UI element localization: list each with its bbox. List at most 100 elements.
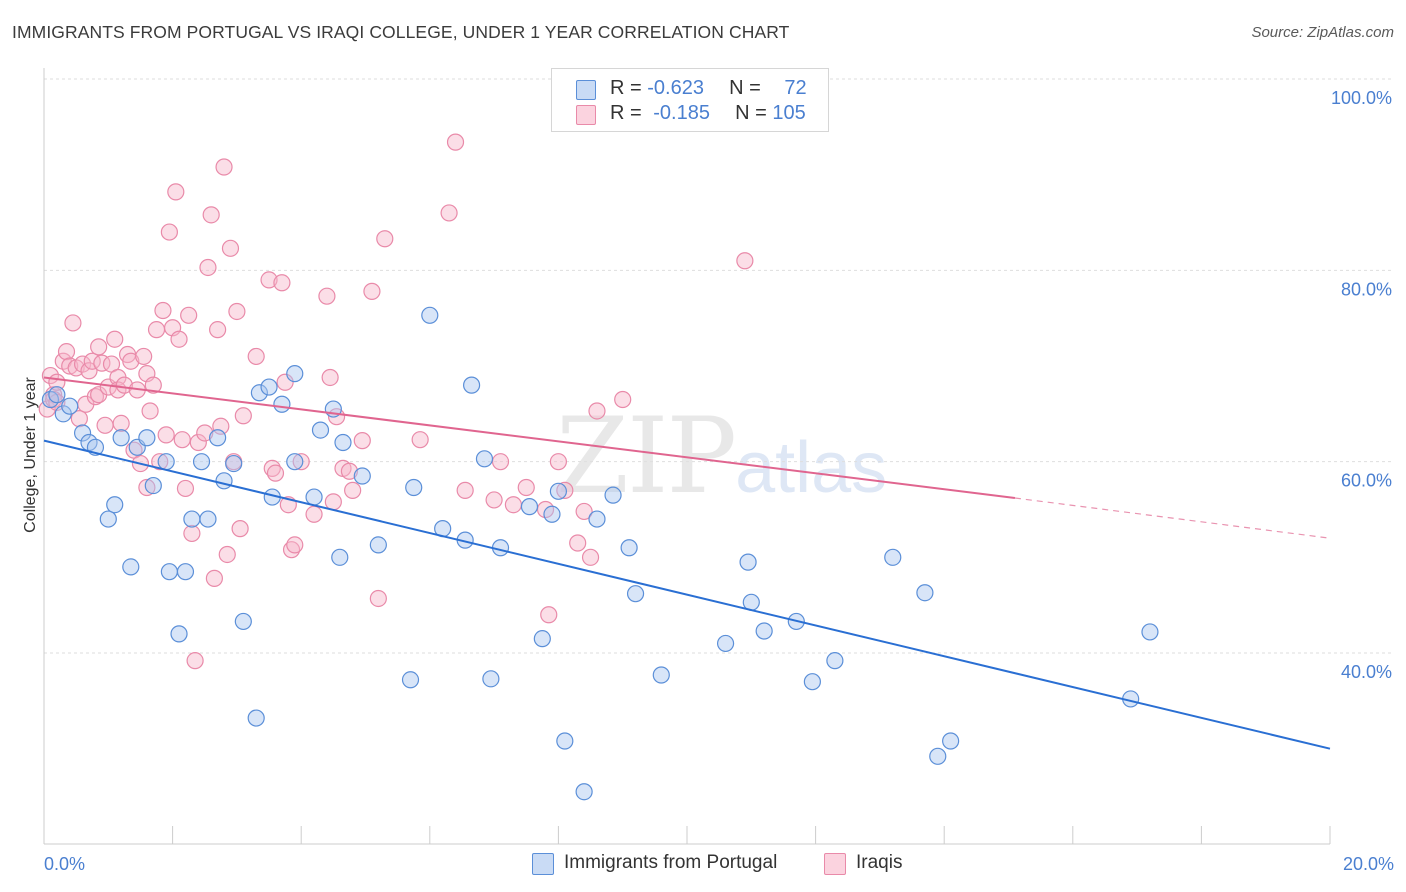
portugal-point <box>652 666 670 684</box>
iraqi-point <box>588 402 606 420</box>
bottom-legend-label-portugal: Immigrants from Portugal <box>564 852 778 873</box>
portugal-point <box>286 453 304 471</box>
iraqi-point <box>228 302 246 321</box>
iraqi-point <box>318 287 336 305</box>
portugal-point <box>48 386 66 404</box>
iraqi-point <box>575 502 593 521</box>
iraqi-point <box>266 464 285 482</box>
portugal-point <box>604 486 622 504</box>
legend-r-label: R = <box>610 77 648 99</box>
portugal-point <box>209 429 227 447</box>
iraqi-point <box>209 321 227 339</box>
portugal-point <box>286 365 304 383</box>
iraqi-point <box>199 258 217 277</box>
portugal-point <box>626 585 645 603</box>
iraqi-point <box>80 362 98 380</box>
iraqi-point <box>286 536 304 554</box>
portugal-point <box>575 783 593 801</box>
iraqi-point <box>440 204 458 222</box>
legend-swatch-portugal <box>576 80 596 100</box>
portugal-point <box>99 510 117 528</box>
iraqi-point <box>263 459 281 477</box>
iraqi-point <box>122 352 140 370</box>
iraqi-point <box>173 431 191 449</box>
portugal-point <box>73 424 92 442</box>
portugal-point <box>334 433 352 452</box>
iraqi-point <box>282 541 301 559</box>
iraqi-point <box>234 407 252 425</box>
portugal-point <box>1141 623 1159 641</box>
portugal-point <box>192 453 211 471</box>
iraqi-point <box>247 347 265 366</box>
iraqi-point <box>549 453 568 471</box>
iraqi-point <box>340 462 359 480</box>
portugal-point <box>620 539 638 557</box>
iraqi-point <box>569 534 587 552</box>
iraqi-point <box>170 330 188 348</box>
iraqi-point <box>106 330 124 348</box>
portugal-point <box>138 429 156 447</box>
y-tick-label: 40.0% <box>1341 662 1392 682</box>
iraqi-point <box>186 652 204 670</box>
portugal-point <box>405 478 423 497</box>
portugal-point <box>475 450 494 468</box>
trend-lines <box>43 376 1331 750</box>
portugal-point <box>331 548 349 566</box>
iraqi-point <box>135 347 153 366</box>
legend-n-label: N = <box>729 77 767 99</box>
portugal-point <box>755 622 773 640</box>
iraqi-point <box>292 453 310 471</box>
iraqi-point <box>196 424 214 442</box>
iraqi-point <box>183 524 201 543</box>
portugal-point <box>803 673 821 691</box>
portugal-point <box>826 652 844 670</box>
portugal-point <box>160 563 178 581</box>
iraqi-point <box>167 183 185 201</box>
portugal-point <box>61 397 79 415</box>
iraqi-point <box>154 301 172 320</box>
iraqi-point <box>151 453 169 471</box>
iraqi-point <box>205 569 223 587</box>
iraqi-point <box>57 343 76 361</box>
y-axis-label: College, Under 1 year <box>22 377 39 533</box>
portugal-point <box>112 429 130 447</box>
iraqi-point <box>344 481 362 499</box>
portugal-point <box>716 634 735 653</box>
correlation-legend: R = -0.623 N = 72 R = -0.185 N = 105 <box>551 68 829 132</box>
iraqi-point <box>504 496 522 514</box>
iraqi-point <box>73 355 92 373</box>
portugal-point <box>106 496 124 514</box>
iraqi-point <box>64 314 82 332</box>
chart-title: IMMIGRANTS FROM PORTUGAL VS IRAQI COLLEG… <box>12 22 790 42</box>
axes <box>43 68 1331 845</box>
portugal-point <box>929 747 947 765</box>
iraqi-point <box>540 606 558 624</box>
portugal-point <box>183 510 201 528</box>
iraqi-point <box>96 416 114 434</box>
iraqi-point <box>485 491 503 509</box>
portugal-point <box>549 482 568 500</box>
iraqi-point <box>160 223 178 241</box>
y-tick-label: 80.0% <box>1341 279 1392 299</box>
portugal-point <box>739 553 757 571</box>
tick-labels: 100.0% 80.0% 60.0% 40.0% 0.0% 20.0% <box>44 88 1394 874</box>
portugal-point <box>421 306 439 324</box>
iraqi-point <box>61 357 79 375</box>
iraqi-point <box>38 400 56 418</box>
portugal-point <box>369 536 387 554</box>
iraqi-point <box>446 133 465 151</box>
iraqi-point <box>157 426 175 444</box>
gridlines <box>44 78 1392 654</box>
portugal-point <box>260 378 278 396</box>
legend-n-value-portugal: 72 <box>784 77 807 99</box>
iraqi-point <box>260 271 278 289</box>
iraqi-point <box>369 589 387 608</box>
portugal-point <box>462 376 481 394</box>
portugal-point <box>543 505 561 523</box>
portugal-point <box>533 630 551 648</box>
iraqi-point <box>144 376 162 394</box>
portugal-point <box>311 421 330 439</box>
portugal-point <box>273 395 291 413</box>
iraqi-point <box>215 158 233 176</box>
